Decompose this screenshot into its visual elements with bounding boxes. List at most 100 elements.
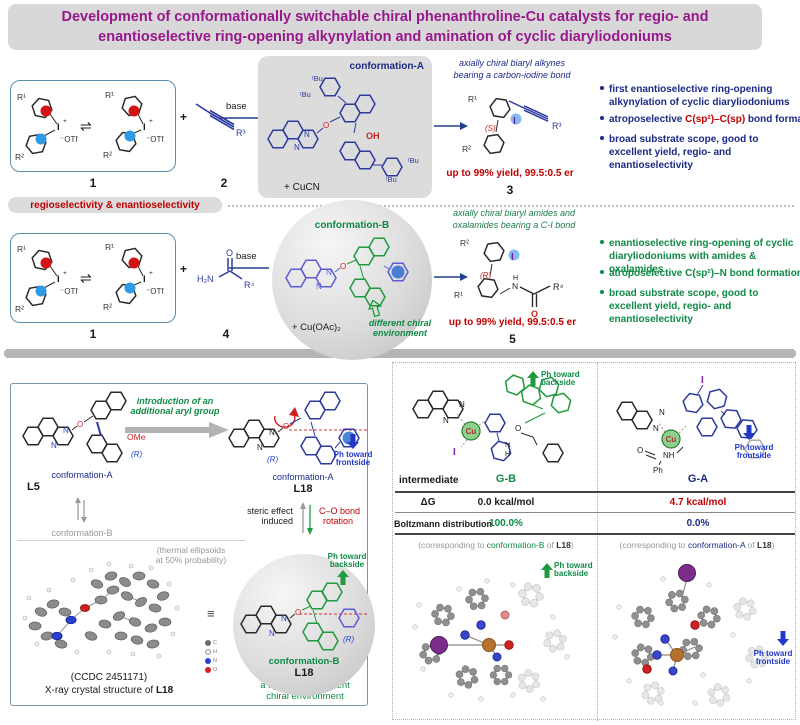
intro-aryl-note-line2: additional aryl group xyxy=(130,406,220,416)
atom-label-r1: R¹ xyxy=(17,92,26,102)
binaphthyl-blue-rings xyxy=(680,384,759,440)
stereo-label-r: (R) xyxy=(480,271,491,280)
dotted-divider xyxy=(228,205,794,207)
highlight-bullet-3: broad substrate scope, good to excellent… xyxy=(600,134,800,172)
reaction-arrow xyxy=(434,273,468,281)
atom-label-i: I xyxy=(453,447,456,458)
l18b-note-line2: chiral environment xyxy=(266,691,344,702)
note-text: ) xyxy=(570,540,574,550)
atom-label-cu: Cu xyxy=(666,435,677,444)
steric-effect-label-line2: induced xyxy=(261,516,293,526)
green-up-arrow-icon xyxy=(527,371,539,386)
binaphthyl-green-rings xyxy=(501,372,574,424)
binaphthyl-rings xyxy=(301,582,343,651)
diaryliodonium-box: R¹ R² I + ⁻OTf ⇌ R¹ R² I + ⁻OTf xyxy=(10,233,176,323)
selectivity-pill: regioselectivity & enantioselectivity xyxy=(8,197,222,213)
atom-label-ph: Ph xyxy=(653,466,663,475)
hydrogen-atoms xyxy=(22,561,180,659)
atom-label-cu: Cu xyxy=(466,427,477,436)
alkyne-2-structure: R³ xyxy=(195,103,246,138)
gb-3d-model xyxy=(412,578,570,702)
atom-label-o: O xyxy=(226,248,233,258)
atom-label-r2: R² xyxy=(15,304,24,314)
product-5-caption-line2: oxalamides bearing a C-I bond xyxy=(452,220,576,230)
xray-caption-text: X-ray crystal structure of xyxy=(44,685,156,696)
base-label: base xyxy=(236,251,257,262)
conformation-b-label: conformation-B xyxy=(314,220,390,231)
oxygen-ellipsoid xyxy=(79,604,91,612)
corresponding-ga-note: (corresponding to conformation-A of L18) xyxy=(599,540,795,550)
hollow-up-arrow-icon xyxy=(368,300,382,317)
green-up-arrow-icon xyxy=(337,570,349,585)
atom-label-n: N xyxy=(281,614,287,623)
equivalence-sign: ≡ xyxy=(207,606,215,621)
co-rotation-curved-arrow xyxy=(274,412,296,428)
hydrogen-dot-icon xyxy=(205,649,211,655)
gb-model-ph-line2: backside xyxy=(554,569,589,578)
phenyl-ring-highlight xyxy=(383,262,409,282)
gb-name: G-B xyxy=(495,473,517,485)
atom-label-i: I xyxy=(57,122,60,133)
bullet-icon xyxy=(600,135,604,140)
title-banner: Development of conformationally switchab… xyxy=(8,4,762,50)
atom-label-n: N xyxy=(326,268,332,277)
blue-down-arrow-icon xyxy=(743,425,755,440)
steric-effect-label-line1: steric effect xyxy=(247,506,293,516)
diaryliodonium-equilibrium-structure: R¹ R² I + ⁻OTf ⇌ R¹ R² I + ⁻OTf xyxy=(15,242,164,314)
phenanthroline-rings xyxy=(412,390,464,419)
bullet-icon xyxy=(600,85,604,90)
conformation-a-label: conformation-A xyxy=(349,61,424,72)
atom-label-n: N xyxy=(443,416,449,425)
nitrogen-sphere xyxy=(492,652,502,662)
atom-label-r1: R¹ xyxy=(105,90,114,100)
chiral-axis-bond xyxy=(96,421,102,437)
equilibrium-harpoons-icon xyxy=(75,497,87,523)
note-text: of xyxy=(745,540,757,550)
binaphthyl-rings xyxy=(83,391,127,463)
yield-3-text: up to 99% yield, 99.5:0.5 er xyxy=(446,168,574,179)
atom-label-o: O xyxy=(340,262,346,271)
l5-name-label: L5 xyxy=(27,481,40,493)
atom-label-n: N xyxy=(316,282,322,291)
phenanthroline-rings xyxy=(240,605,296,634)
aryl-blue-rings xyxy=(484,413,514,463)
dg-row-label: ΔG xyxy=(420,497,436,508)
atom-label-o: O xyxy=(515,424,521,433)
atom-label-r2: R² xyxy=(15,152,24,162)
highlight-bullet-2: atroposelective C(sp²)–N bond formation xyxy=(600,268,800,281)
iodine-highlight xyxy=(508,249,520,261)
yield-5-text: up to 99% yield, 99.5:0.5 er xyxy=(448,317,577,328)
stereo-label-r: (R) xyxy=(267,455,278,464)
atom-label-o: O xyxy=(323,121,329,130)
l18b-conformation-label: conformation-B xyxy=(268,656,340,667)
ccdc-label: (CCDC 2451171) xyxy=(70,672,148,683)
product-3-structure: R¹ R² I R³ (S) xyxy=(462,94,562,155)
carbon-ellipsoids xyxy=(28,571,172,649)
boltzmann-row-label: Boltzmann distribution xyxy=(394,519,492,529)
l18-name-label: L18 xyxy=(293,483,313,495)
reaction-line xyxy=(229,267,269,269)
atom-label-o: O xyxy=(531,309,538,319)
red-dot xyxy=(128,257,140,269)
legend-label: N xyxy=(213,658,217,664)
diaryliodonium-equilibrium-structure: R¹ R² I + ⁻OTf ⇌ R¹ R² I + ⁻OTf xyxy=(15,90,164,162)
counterion-label: ⁻OTf xyxy=(146,287,164,296)
product-5-structure: R² R¹ I (R) H N O R⁴ xyxy=(454,238,563,319)
product-3-caption-line2: bearing a carbon-iodine bond xyxy=(453,70,571,80)
atom-label-i: I xyxy=(701,375,704,386)
co-bond-rotation-label-line2: rotation xyxy=(323,516,354,526)
co-bond-rotation-label-line1: C–O bond xyxy=(319,506,361,516)
atom-label-r4: R⁴ xyxy=(553,282,563,292)
l18-conformation-b-sphere: Ph toward backside N N O (R) conformatio… xyxy=(233,552,375,696)
boltzmann-ga-value: 0.0% xyxy=(686,518,710,529)
panel-divider-line xyxy=(17,540,245,541)
copper-sphere xyxy=(482,638,496,652)
phenyl-ring-outline xyxy=(338,608,360,628)
atom-label-n: N xyxy=(269,629,275,638)
bullet-text-red: C(sp²)–C(sp) xyxy=(685,114,746,125)
iodine-highlight xyxy=(510,113,522,125)
intermediate-row-label: intermediate xyxy=(399,475,459,486)
red-dot xyxy=(40,257,52,269)
atom-label-r1: R¹ xyxy=(17,244,26,254)
